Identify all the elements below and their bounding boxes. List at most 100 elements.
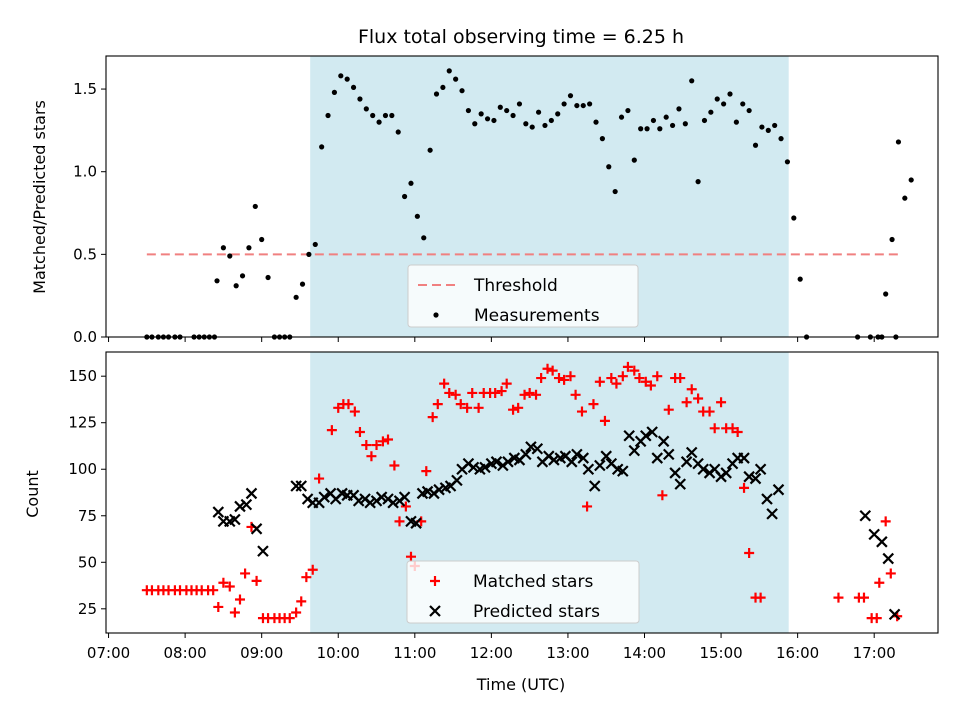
- data-point: [565, 371, 576, 382]
- data-point: [594, 376, 605, 387]
- data-point: [377, 436, 388, 447]
- y-tick-label: 1.5: [73, 80, 97, 98]
- data-point: [295, 480, 308, 492]
- data-point: [746, 107, 752, 114]
- data-point: [574, 102, 580, 109]
- data-point: [859, 509, 872, 522]
- data-point: [331, 89, 338, 95]
- data-point: [600, 450, 612, 462]
- data-point: [240, 498, 253, 511]
- data-point: [674, 478, 687, 490]
- data-point: [686, 384, 697, 395]
- data-point: [657, 490, 668, 501]
- data-point: [312, 241, 318, 248]
- data-point: [529, 124, 535, 130]
- chart-title: Flux total observing time = 6.25 h: [358, 26, 684, 48]
- bottom-legend: Matched stars Predicted stars: [406, 560, 640, 624]
- data-point: [640, 376, 651, 387]
- data-point: [290, 480, 302, 492]
- data-point: [265, 274, 271, 281]
- data-point: [394, 516, 405, 527]
- data-point: [618, 114, 625, 120]
- data-point: [427, 147, 433, 153]
- y-tick-label: 75: [78, 507, 97, 525]
- data-point: [455, 399, 466, 410]
- data-point: [349, 406, 360, 417]
- data-point: [239, 273, 246, 279]
- data-point: [284, 613, 295, 624]
- data-point: [611, 378, 622, 389]
- data-point: [623, 429, 635, 442]
- data-point: [646, 426, 658, 438]
- data-point: [902, 195, 908, 201]
- data-point: [708, 109, 714, 115]
- data-point: [352, 495, 365, 507]
- data-point: [663, 404, 674, 415]
- data-point: [675, 373, 686, 384]
- data-point: [565, 456, 578, 468]
- data-point: [245, 487, 258, 500]
- data-point: [883, 291, 889, 297]
- data-point: [501, 378, 512, 389]
- data-point: [593, 119, 599, 125]
- data-point: [880, 516, 891, 527]
- data-point: [432, 399, 443, 410]
- x-tick-label: 13:00: [546, 644, 589, 662]
- x-axis-label: Time (UTC): [476, 675, 565, 694]
- data-point: [252, 203, 258, 210]
- data-point: [759, 124, 765, 130]
- data-point: [704, 406, 715, 417]
- data-point: [451, 474, 463, 487]
- data-point: [319, 144, 325, 150]
- data-point: [306, 251, 312, 257]
- data-point: [520, 448, 532, 461]
- legend-dot-swatch: [433, 312, 439, 318]
- data-point: [240, 568, 251, 579]
- data-point: [657, 435, 670, 448]
- bottom-series-0: [141, 361, 903, 624]
- data-point: [645, 380, 656, 391]
- bottom-series-1: [212, 426, 901, 621]
- data-point: [414, 213, 420, 219]
- data-point: [548, 454, 560, 466]
- data-point: [338, 73, 344, 79]
- data-point: [693, 393, 704, 404]
- data-point: [229, 607, 240, 618]
- data-point: [467, 387, 478, 398]
- data-point: [472, 121, 478, 127]
- data-point: [427, 412, 438, 423]
- data-point: [318, 491, 330, 503]
- x-tick-label: 09:00: [240, 644, 283, 662]
- data-point: [220, 245, 226, 251]
- data-point: [395, 129, 401, 135]
- data-point: [727, 423, 738, 434]
- data-point: [640, 429, 652, 442]
- data-point: [400, 501, 411, 512]
- top-panel: 0.0 0.5 1.0 1.5 Threshold Measurements: [73, 55, 939, 346]
- data-point: [876, 536, 888, 548]
- data-point: [628, 444, 641, 457]
- data-point: [473, 402, 484, 413]
- data-point: [634, 373, 645, 384]
- data-point: [582, 501, 593, 512]
- data-point: [874, 577, 885, 588]
- data-point: [350, 84, 357, 91]
- data-point: [326, 425, 337, 436]
- legend-x-swatch: [429, 605, 441, 617]
- data-point: [478, 111, 484, 117]
- data-point: [214, 278, 220, 284]
- data-point: [797, 276, 803, 282]
- data-point: [387, 496, 399, 509]
- data-point: [257, 545, 269, 557]
- data-point: [531, 442, 544, 455]
- data-point: [885, 568, 896, 579]
- data-point: [644, 126, 650, 132]
- data-point: [895, 139, 902, 145]
- top-legend: Threshold Measurements: [407, 264, 639, 328]
- data-point: [459, 88, 465, 94]
- data-point: [554, 373, 565, 384]
- data-point: [749, 472, 762, 485]
- data-point: [743, 470, 755, 483]
- data-point: [709, 423, 720, 434]
